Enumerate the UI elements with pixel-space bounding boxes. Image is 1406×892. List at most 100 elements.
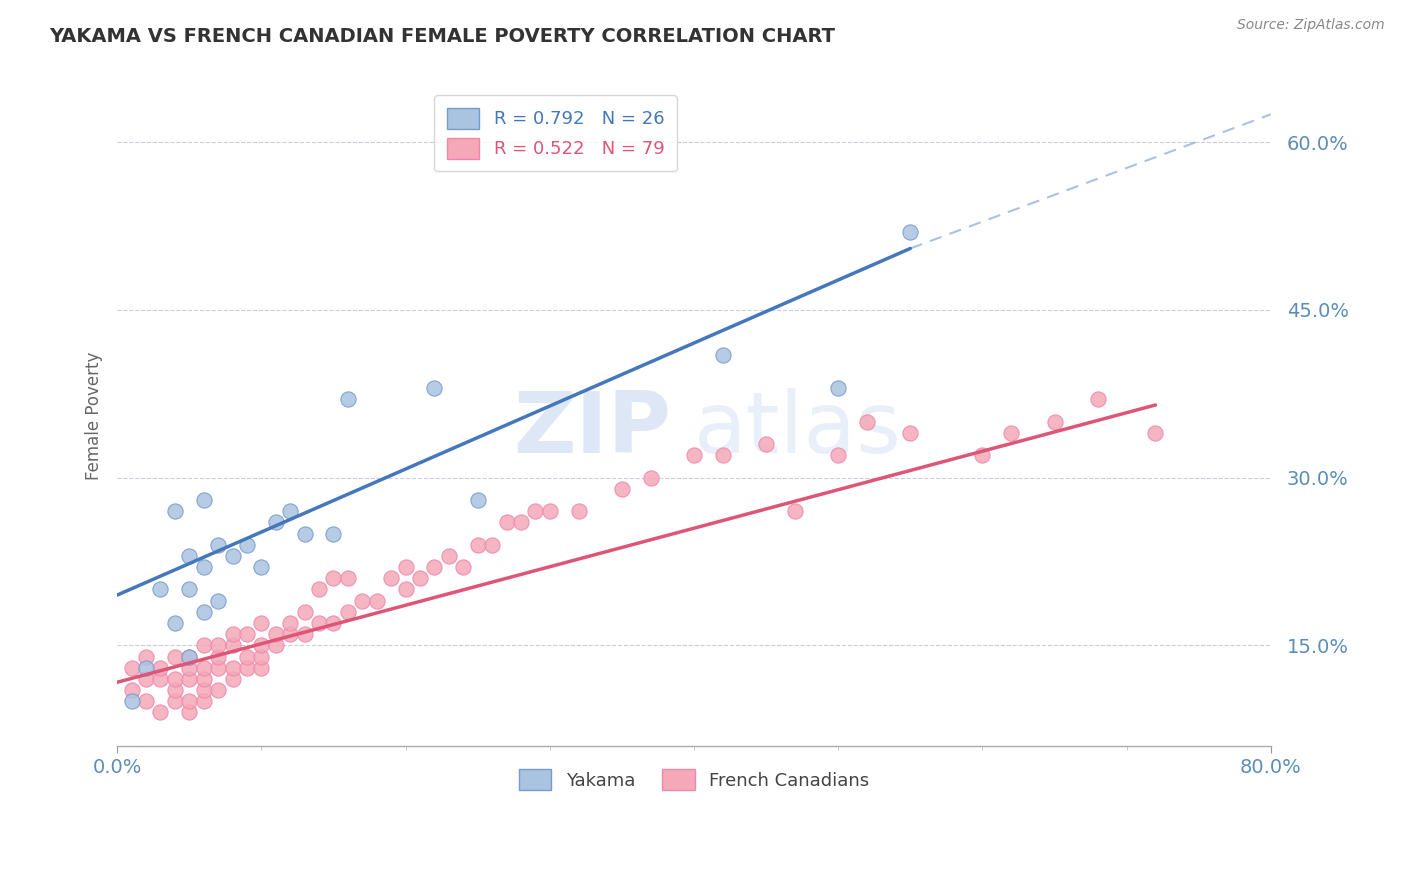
Point (278, 615, 301, 630)
Legend: Yakama, French Canadians: Yakama, French Canadians (506, 756, 882, 803)
Point (163, 694, 186, 708)
Text: YAKAMA VS FRENCH CANADIAN FEMALE POVERTY CORRELATION CHART: YAKAMA VS FRENCH CANADIAN FEMALE POVERTY… (49, 27, 835, 45)
Point (135, 661, 157, 675)
Point (207, 538, 229, 552)
Point (1000, 425, 1022, 440)
Point (236, 649, 259, 664)
Point (972, 448, 994, 462)
Point (121, 661, 143, 675)
Point (250, 661, 273, 675)
Point (524, 504, 547, 518)
Point (207, 639, 229, 653)
Point (278, 504, 301, 518)
Point (236, 661, 259, 675)
Point (352, 593, 374, 607)
Point (1144, 425, 1167, 440)
Point (193, 560, 215, 574)
Point (437, 549, 460, 563)
Point (322, 526, 344, 541)
Point (755, 437, 778, 451)
Point (193, 672, 215, 686)
Point (423, 560, 446, 574)
Point (366, 593, 388, 607)
Text: Source: ZipAtlas.com: Source: ZipAtlas.com (1237, 18, 1385, 32)
Point (149, 661, 172, 675)
Point (193, 694, 215, 708)
Point (221, 627, 243, 641)
Point (409, 571, 432, 585)
Point (610, 482, 633, 496)
Point (236, 538, 259, 552)
Point (380, 571, 402, 585)
Point (207, 593, 229, 607)
Point (193, 683, 215, 698)
Point (294, 526, 316, 541)
Point (481, 538, 503, 552)
Point (264, 516, 287, 530)
Point (394, 582, 416, 597)
Point (193, 605, 215, 619)
Point (711, 448, 734, 462)
Point (250, 639, 273, 653)
Point (640, 470, 662, 484)
Point (250, 649, 273, 664)
Text: atlas: atlas (695, 388, 903, 471)
Point (179, 649, 201, 664)
Point (221, 639, 243, 653)
Point (163, 615, 186, 630)
Point (135, 694, 157, 708)
Point (121, 694, 143, 708)
Point (207, 649, 229, 664)
Point (135, 672, 157, 686)
Point (568, 504, 591, 518)
Point (1087, 392, 1109, 407)
Point (467, 493, 489, 508)
Point (193, 493, 215, 508)
Point (898, 425, 921, 440)
Point (453, 560, 475, 574)
Point (179, 549, 201, 563)
Y-axis label: Female Poverty: Female Poverty (86, 352, 103, 481)
Point (221, 661, 243, 675)
Point (149, 706, 172, 720)
Point (121, 683, 143, 698)
Point (221, 672, 243, 686)
Point (683, 448, 706, 462)
Point (394, 560, 416, 574)
Point (264, 627, 287, 641)
Point (510, 516, 533, 530)
Point (1043, 415, 1066, 429)
Point (179, 672, 201, 686)
Point (250, 615, 273, 630)
Point (179, 694, 201, 708)
Point (495, 516, 517, 530)
Point (163, 649, 186, 664)
Point (322, 571, 344, 585)
Point (308, 615, 330, 630)
Point (322, 615, 344, 630)
Point (783, 504, 806, 518)
Point (179, 649, 201, 664)
Point (423, 381, 446, 395)
Point (163, 504, 186, 518)
Point (135, 649, 157, 664)
Point (250, 560, 273, 574)
Point (308, 582, 330, 597)
Point (538, 504, 561, 518)
Point (467, 538, 489, 552)
Point (193, 639, 215, 653)
Point (163, 683, 186, 698)
Point (163, 672, 186, 686)
Point (207, 683, 229, 698)
Point (294, 605, 316, 619)
Point (711, 348, 734, 362)
Point (827, 381, 849, 395)
Point (149, 672, 172, 686)
Point (827, 448, 849, 462)
Point (179, 706, 201, 720)
Text: ZIP: ZIP (513, 388, 671, 471)
Point (179, 661, 201, 675)
Point (336, 605, 359, 619)
Point (149, 582, 172, 597)
Point (294, 627, 316, 641)
